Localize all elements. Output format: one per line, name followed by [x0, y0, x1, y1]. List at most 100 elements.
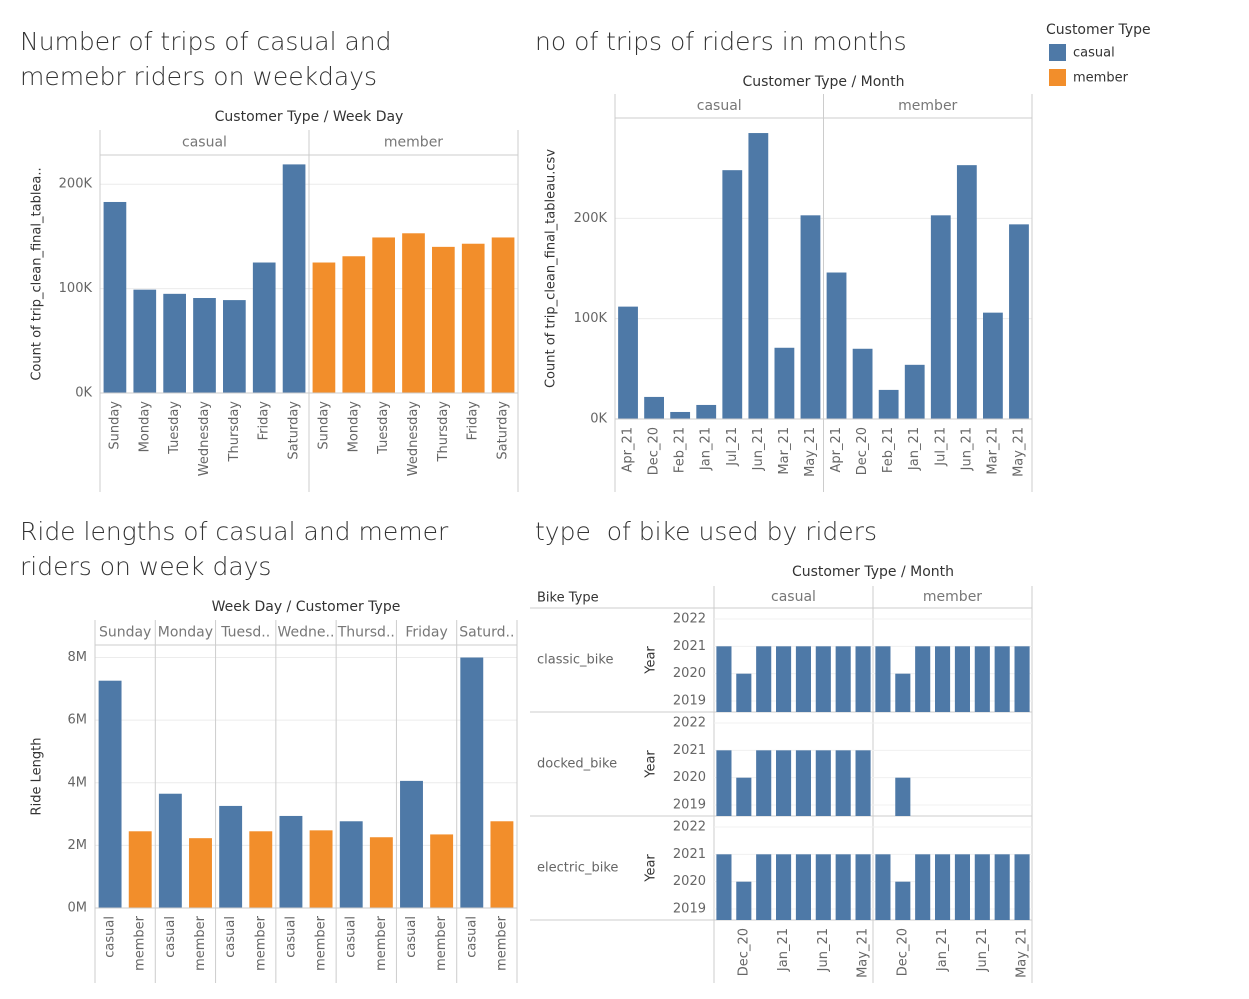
x-tick-label: Thursday — [227, 401, 242, 463]
y-tick-label: 2020 — [673, 770, 706, 785]
bar — [716, 854, 732, 920]
bar — [618, 306, 638, 419]
column-header: Customer Type / Month — [742, 74, 904, 90]
x-tick-label: Mar_21 — [777, 427, 792, 475]
bar — [98, 680, 122, 908]
panel-header: Tuesd.. — [220, 625, 270, 641]
x-tick-label: Jul_21 — [725, 427, 740, 467]
row-label: docked_bike — [537, 757, 617, 772]
y-tick-label: 4M — [68, 775, 88, 790]
row-label: electric_bike — [537, 861, 618, 876]
bar — [736, 673, 752, 712]
y-tick-label: 2021 — [673, 639, 706, 654]
column-header: Customer Type / Month — [792, 564, 954, 580]
y-axis-label: Count of trip_clean_final_tablea.. — [30, 167, 45, 380]
panel-header: Saturd.. — [459, 625, 514, 641]
bar — [954, 646, 970, 712]
bar — [491, 237, 515, 393]
y-axis-label: Year — [644, 750, 659, 779]
x-tick-label: May_21 — [1011, 427, 1026, 477]
bar — [815, 750, 831, 816]
bar — [748, 133, 769, 420]
x-tick-label: Wednesday — [406, 401, 421, 477]
panel-header: member — [384, 135, 443, 151]
bar — [855, 646, 871, 712]
x-tick-label: Mar_21 — [985, 427, 1000, 475]
y-tick-label: 2019 — [673, 902, 706, 917]
x-tick-label: Jun_21 — [975, 928, 990, 972]
x-tick-label: Dec_20 — [736, 928, 751, 976]
x-tick-label: Saturday — [496, 401, 511, 460]
x-tick-label: Sunday — [316, 401, 331, 450]
bar — [855, 750, 871, 816]
legend-swatch — [1049, 44, 1066, 61]
panel-header: Thursd.. — [337, 625, 395, 641]
y-axis-label: Ride Length — [30, 738, 45, 816]
x-tick-label: Friday — [466, 401, 481, 441]
bar — [895, 673, 911, 712]
bar — [994, 854, 1010, 920]
bar — [193, 298, 216, 393]
panel-header: casual — [697, 98, 742, 114]
bar — [372, 237, 395, 393]
bar — [795, 646, 811, 712]
bar — [1014, 854, 1030, 920]
bar — [670, 411, 691, 419]
bar — [835, 750, 851, 816]
panel-header: Friday — [405, 625, 447, 641]
x-tick-label: Dec_20 — [855, 427, 870, 475]
bar — [644, 396, 664, 419]
bar — [815, 854, 831, 920]
bar — [994, 646, 1010, 712]
x-tick-label: Jun_21 — [816, 928, 831, 972]
x-tick-label: May_21 — [856, 928, 871, 978]
y-tick-label: 2019 — [673, 798, 706, 813]
y-tick-label: 2022 — [673, 611, 706, 626]
panel-header: member — [898, 98, 957, 114]
x-tick-label: Jan_21 — [699, 427, 714, 471]
column-header: Customer Type / Week Day — [215, 109, 404, 125]
row-label: classic_bike — [537, 653, 613, 668]
x-tick-label: Feb_21 — [673, 427, 688, 473]
bar — [974, 646, 990, 712]
bar — [895, 881, 911, 920]
bar — [128, 831, 152, 908]
x-tick-label: Feb_21 — [881, 427, 896, 473]
bar — [402, 233, 425, 393]
y-tick-label: 2022 — [673, 715, 706, 730]
bar — [974, 854, 990, 920]
y-tick-label: 0K — [75, 386, 92, 401]
bar — [430, 834, 454, 908]
bar — [776, 646, 792, 712]
y-axis-label: Year — [644, 854, 659, 883]
x-tick-label: Thursday — [436, 401, 451, 463]
bar — [490, 821, 514, 908]
x-tick-label: casual — [103, 916, 118, 958]
y-tick-label: 200K — [59, 177, 93, 192]
bar — [219, 805, 243, 908]
bar — [400, 780, 423, 908]
panel-header: Monday — [158, 625, 213, 641]
bar — [279, 815, 303, 908]
bar — [460, 657, 484, 908]
bar — [461, 243, 485, 393]
x-tick-label: Jan_21 — [776, 928, 791, 972]
x-tick-label: Sunday — [107, 401, 122, 450]
y-tick-label: 2021 — [673, 743, 706, 758]
x-tick-label: casual — [163, 916, 178, 958]
row-header: Bike Type — [537, 591, 599, 606]
chart-title: type of bike used by riders — [535, 517, 877, 546]
bar — [342, 256, 366, 393]
bar — [875, 646, 891, 712]
bar — [133, 289, 157, 393]
bar — [756, 854, 772, 920]
x-tick-label: member — [494, 915, 509, 971]
bar — [878, 389, 899, 419]
x-tick-label: member — [133, 915, 148, 971]
x-tick-label: Saturday — [287, 401, 302, 460]
x-tick-label: Jun_21 — [959, 427, 974, 471]
x-tick-label: Monday — [346, 401, 361, 453]
bar — [795, 854, 811, 920]
x-tick-label: Jun_21 — [751, 427, 766, 471]
bar — [1014, 646, 1030, 712]
